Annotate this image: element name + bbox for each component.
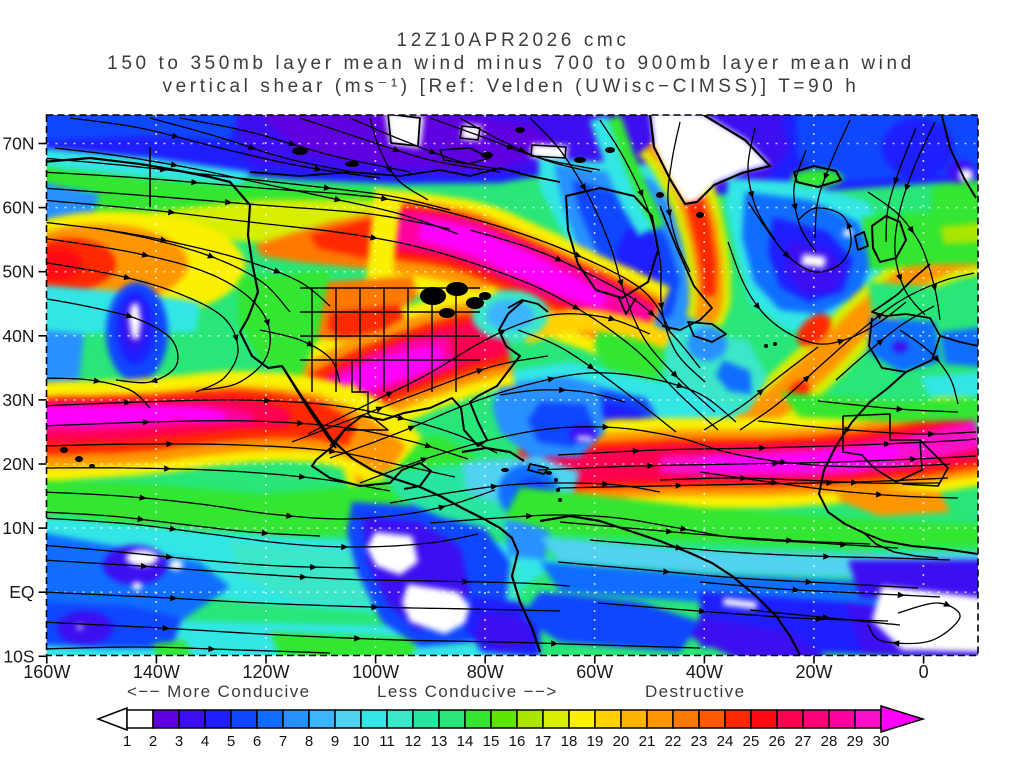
svg-text:12Z10APR2026 cmc: 12Z10APR2026 cmc <box>397 30 630 51</box>
svg-text:30: 30 <box>873 733 890 750</box>
svg-text:23: 23 <box>691 733 708 750</box>
svg-text:24: 24 <box>717 733 734 750</box>
svg-text:19: 19 <box>587 733 604 750</box>
svg-text:29: 29 <box>847 733 864 750</box>
svg-text:10N: 10N <box>2 518 34 538</box>
svg-text:18: 18 <box>561 733 578 750</box>
svg-text:160W: 160W <box>23 662 70 682</box>
svg-text:13: 13 <box>431 733 448 750</box>
svg-text:12: 12 <box>405 733 422 750</box>
svg-text:17: 17 <box>535 733 552 750</box>
svg-text:2: 2 <box>149 733 157 750</box>
svg-text:EQ: EQ <box>9 582 34 602</box>
svg-text:15: 15 <box>483 733 500 750</box>
svg-text:3: 3 <box>175 733 183 750</box>
svg-text:10: 10 <box>353 733 370 750</box>
svg-text:30N: 30N <box>2 390 34 410</box>
svg-text:1: 1 <box>123 733 131 750</box>
svg-text:14: 14 <box>457 733 474 750</box>
svg-text:60W: 60W <box>576 662 613 682</box>
svg-text:60N: 60N <box>2 198 34 218</box>
svg-text:70N: 70N <box>2 134 34 154</box>
svg-text:22: 22 <box>665 733 682 750</box>
svg-text:40W: 40W <box>686 662 723 682</box>
svg-text:100W: 100W <box>352 662 399 682</box>
svg-text:<−− More Conducive: <−− More Conducive <box>127 682 311 701</box>
svg-text:20N: 20N <box>2 454 34 474</box>
svg-text:Less Conducive −−>: Less Conducive −−> <box>377 682 558 701</box>
svg-text:21: 21 <box>639 733 656 750</box>
svg-text:120W: 120W <box>242 662 289 682</box>
svg-text:140W: 140W <box>133 662 180 682</box>
svg-text:28: 28 <box>821 733 838 750</box>
svg-text:20: 20 <box>613 733 630 750</box>
svg-text:20W: 20W <box>795 662 832 682</box>
svg-text:4: 4 <box>201 733 209 750</box>
svg-text:11: 11 <box>379 733 395 750</box>
svg-text:26: 26 <box>769 733 786 750</box>
svg-text:9: 9 <box>331 733 339 750</box>
svg-text:Destructive: Destructive <box>645 682 745 701</box>
svg-text:50N: 50N <box>2 262 34 282</box>
svg-text:25: 25 <box>743 733 760 750</box>
svg-text:80W: 80W <box>467 662 504 682</box>
svg-text:7: 7 <box>279 733 287 750</box>
svg-text:vertical shear (ms⁻¹) [Ref: Ve: vertical shear (ms⁻¹) [Ref: Velden (UWis… <box>163 76 860 97</box>
svg-text:150 to 350mb layer mean wind m: 150 to 350mb layer mean wind minus 700 t… <box>107 53 915 74</box>
svg-text:5: 5 <box>227 733 235 750</box>
svg-text:27: 27 <box>795 733 812 750</box>
svg-text:0: 0 <box>919 662 929 682</box>
svg-text:8: 8 <box>305 733 313 750</box>
svg-text:10S: 10S <box>3 646 34 666</box>
svg-text:6: 6 <box>253 733 261 750</box>
svg-text:40N: 40N <box>2 326 34 346</box>
svg-text:16: 16 <box>509 733 526 750</box>
